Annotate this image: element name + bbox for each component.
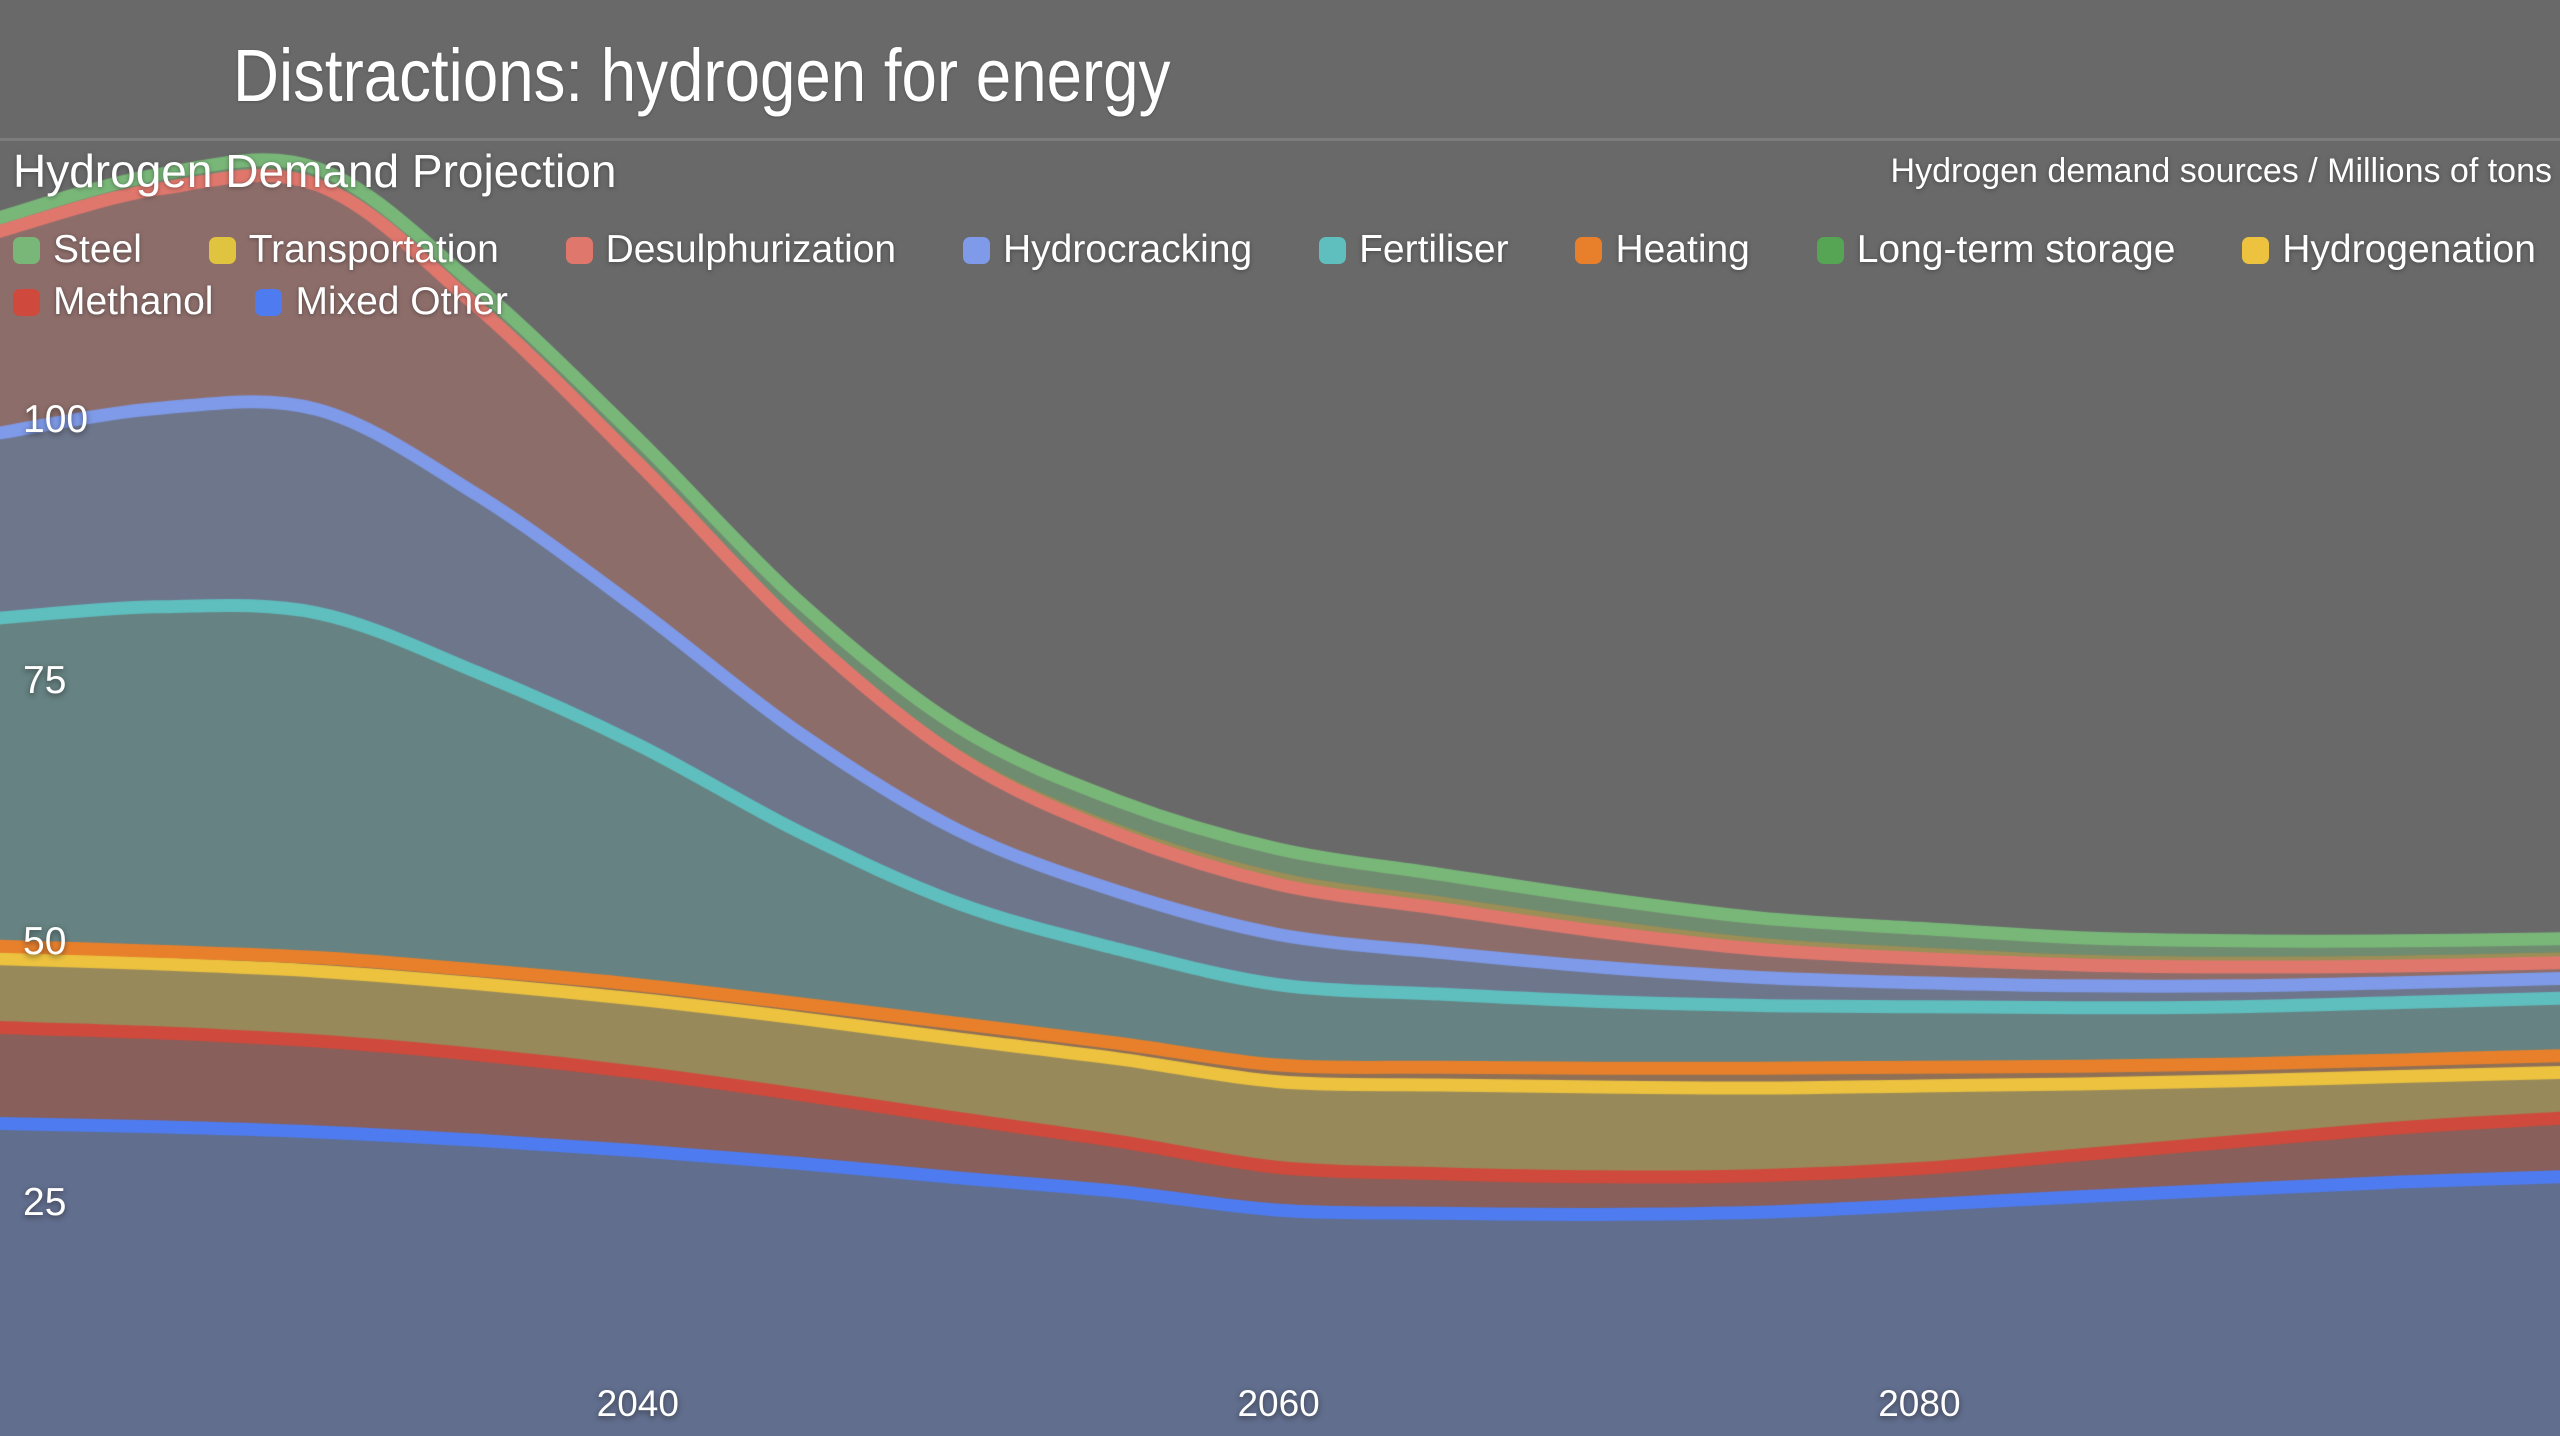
- legend-item-transportation[interactable]: Transportation: [208, 228, 499, 272]
- legend-swatch: [208, 236, 236, 264]
- y-axis-tick-label: 100: [23, 398, 89, 441]
- chart-legend: Steel Transportation Desulphurization Hydro…: [13, 224, 2536, 328]
- legend-label: Hydrogenation: [2282, 228, 2536, 271]
- legend-swatch: [962, 236, 990, 264]
- chart-title: Hydrogen Demand Projection: [13, 145, 617, 197]
- legend-swatch: [13, 236, 40, 264]
- legend-swatch: [1319, 236, 1347, 264]
- y-axis-tick-label: 75: [23, 659, 67, 702]
- legend-label: Long-term storage: [1856, 228, 2176, 271]
- legend-label: Hydrocracking: [1002, 228, 1253, 271]
- legend-item-fertiliser[interactable]: Fertiliser: [1319, 228, 1509, 272]
- legend-swatch: [13, 288, 40, 316]
- legend-item-desulphurization[interactable]: Desulphurization: [565, 228, 897, 272]
- legend-row-2: Methanol Mixed Other: [13, 276, 2536, 328]
- legend-row-1: Steel Transportation Desulphurization Hydro…: [13, 224, 2536, 276]
- legend-item-hydrocracking[interactable]: Hydrocracking: [962, 228, 1253, 272]
- page-title: Distractions: hydrogen for energy: [233, 34, 1171, 117]
- legend-label: Steel: [53, 228, 142, 271]
- legend-item-steel[interactable]: Steel: [13, 228, 142, 272]
- legend-item-long-term-storage[interactable]: Long-term storage: [1816, 228, 2176, 272]
- y-axis-tick-label: 50: [23, 920, 67, 963]
- legend-item-methanol[interactable]: Methanol: [13, 280, 213, 324]
- legend-item-hydrogenation[interactable]: Hydrogenation: [2242, 228, 2536, 272]
- legend-item-heating[interactable]: Heating: [1575, 228, 1750, 272]
- legend-swatch: [565, 236, 593, 264]
- legend-swatch: [1575, 236, 1603, 264]
- legend-item-mixed-other[interactable]: Mixed Other: [255, 280, 508, 324]
- legend-label: Mixed Other: [295, 280, 508, 323]
- legend-swatch: [1816, 236, 1844, 264]
- legend-label: Fertiliser: [1359, 228, 1509, 271]
- legend-label: Heating: [1615, 228, 1750, 271]
- legend-label: Transportation: [248, 228, 499, 271]
- x-axis-tick-label: 2060: [1237, 1383, 1320, 1424]
- units-caption: Hydrogen demand sources / Millions of to…: [1890, 152, 2552, 190]
- y-axis-tick-label: 25: [23, 1181, 67, 1224]
- x-axis-tick-label: 2080: [1878, 1383, 1961, 1424]
- x-axis-tick-label: 2040: [596, 1383, 679, 1424]
- legend-swatch: [2242, 236, 2270, 264]
- legend-label: Desulphurization: [605, 228, 897, 271]
- title-bar: Distractions: hydrogen for energy: [0, 0, 2560, 141]
- legend-label: Methanol: [53, 280, 214, 323]
- legend-swatch: [255, 288, 283, 316]
